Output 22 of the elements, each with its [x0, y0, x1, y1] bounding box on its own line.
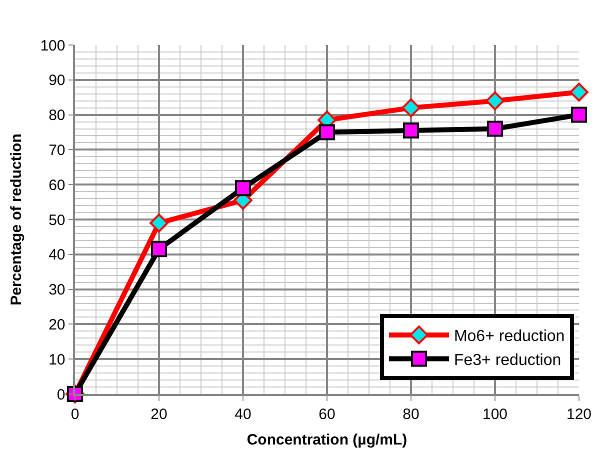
y-tick-label: 80 [48, 107, 66, 124]
y-tick-label: 0 [56, 386, 66, 404]
x-tick-label: 0 [70, 406, 80, 423]
legend-label: Fe3+ reduction [454, 352, 562, 369]
y-tick-label: 70 [48, 142, 66, 159]
legend-label: Mo6+ reduction [454, 328, 565, 346]
x-tick-label: 40 [234, 406, 252, 423]
y-axis-title: Percentage of reduction [8, 134, 25, 306]
x-tick-label: 120 [566, 406, 592, 423]
y-tick-label: 90 [48, 72, 66, 90]
y-tick-label: 40 [48, 246, 66, 264]
x-tick-label: 80 [402, 406, 420, 423]
y-tick-label: 100 [40, 37, 66, 54]
y-tick-label: 10 [48, 351, 66, 368]
y-tick-label: 30 [48, 282, 66, 299]
y-tick-label: 50 [48, 212, 66, 229]
x-tick-label: 100 [482, 406, 508, 423]
y-tick-label: 20 [48, 316, 66, 334]
y-tick-label: 60 [48, 176, 66, 194]
x-axis-title: Concentration (µg/mL) [246, 431, 408, 448]
x-tick-label: 20 [150, 406, 168, 423]
x-tick-label: 60 [318, 406, 336, 423]
